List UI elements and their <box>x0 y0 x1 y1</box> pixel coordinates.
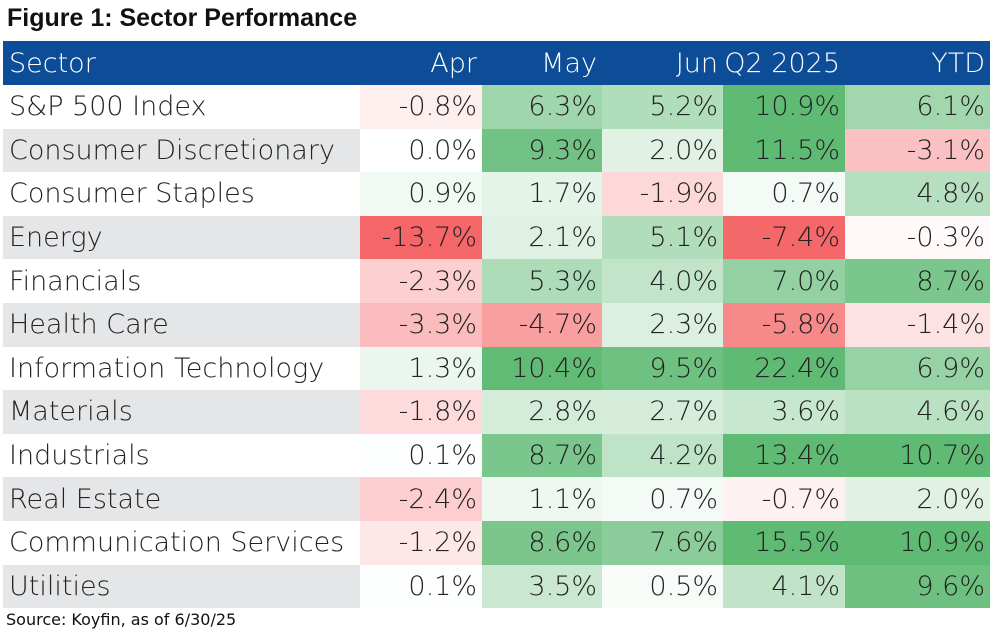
heatmap-cell-may: 1.7% <box>482 172 602 216</box>
table-row: S&P 500 Index -0.8% 6.3% 5.2% 10.9% 6.1% <box>3 85 990 129</box>
heatmap-cell-q2-2025: 22.4% <box>723 346 845 391</box>
column-header-ytd: YTD <box>931 47 985 79</box>
heatmap-cell-may: 6.3% <box>482 85 602 129</box>
heatmap-body: S&P 500 Index -0.8% 6.3% 5.2% 10.9% 6.1% Consu… <box>3 85 990 609</box>
heatmap-cell-jun: 5.2% <box>602 85 723 129</box>
heatmap-cell-ytd: 9.6% <box>845 564 990 609</box>
heatmap-cell-may: 3.5% <box>482 564 602 609</box>
heatmap-cell-may: 8.7% <box>482 433 602 478</box>
heatmap-cell-jun: 7.6% <box>602 520 723 565</box>
heatmap-cell-ytd: 8.7% <box>845 259 990 303</box>
heatmap-cell-apr: -1.2% <box>360 520 482 565</box>
heatmap-cell-apr: 0.1% <box>360 564 482 609</box>
heatmap-cell-q2-2025: 13.4% <box>723 433 845 478</box>
heatmap-cell-apr: -3.3% <box>360 302 482 347</box>
heatmap-cell-ytd: 4.8% <box>845 172 990 216</box>
heatmap-cell-apr: -2.3% <box>360 259 482 303</box>
source-note: Source: Koyfin, as of 6/30/25 <box>6 610 237 629</box>
heatmap-cell-apr: -2.4% <box>360 477 482 521</box>
sector-label: S&P 500 Index <box>3 85 360 129</box>
heatmap-cell-q2-2025: 11.5% <box>723 128 845 173</box>
table-row: Information Technology 1.3% 10.4% 9.5% 22.4%… <box>3 346 990 391</box>
heatmap-cell-jun: 4.0% <box>602 259 723 303</box>
heatmap-cell-ytd: 2.0% <box>845 477 990 521</box>
heatmap-cell-may: 2.1% <box>482 215 602 260</box>
sector-label: Materials <box>3 390 360 434</box>
heatmap-cell-q2-2025: -7.4% <box>723 215 845 260</box>
heatmap-cell-may: 1.1% <box>482 477 602 521</box>
table-row: Health Care -3.3% -4.7% 2.3% -5.8% -1.4% <box>3 302 990 347</box>
heatmap-cell-jun: 4.2% <box>602 433 723 478</box>
heatmap-cell-jun: 2.7% <box>602 390 723 434</box>
heatmap-cell-apr: -1.8% <box>360 390 482 434</box>
heatmap-cell-ytd: 10.7% <box>845 433 990 478</box>
heatmap-cell-ytd: -1.4% <box>845 302 990 347</box>
heatmap-cell-ytd: 6.1% <box>845 85 990 129</box>
heatmap-cell-jun: 2.0% <box>602 128 723 173</box>
table-row: Real Estate -2.4% 1.1% 0.7% -0.7% 2.0% <box>3 477 990 521</box>
heatmap-cell-may: -4.7% <box>482 302 602 347</box>
heatmap-cell-may: 9.3% <box>482 128 602 173</box>
heatmap-cell-ytd: 4.6% <box>845 390 990 434</box>
heatmap-cell-apr: 0.1% <box>360 433 482 478</box>
header-row: Sector Apr May Jun Q2 2025 YTD <box>3 41 990 85</box>
sector-label: Energy <box>3 215 360 260</box>
heatmap-cell-ytd: -0.3% <box>845 215 990 260</box>
sector-label: Financials <box>3 259 360 303</box>
heatmap-cell-may: 10.4% <box>482 346 602 391</box>
heatmap-cell-jun: -1.9% <box>602 172 723 216</box>
table-row: Utilities 0.1% 3.5% 0.5% 4.1% 9.6% <box>3 564 990 609</box>
sector-label: Communication Services <box>3 520 360 565</box>
table-row: Materials -1.8% 2.8% 2.7% 3.6% 4.6% <box>3 390 990 434</box>
heatmap-cell-jun: 2.3% <box>602 302 723 347</box>
heatmap-cell-q2-2025: 4.1% <box>723 564 845 609</box>
table-row: Consumer Discretionary 0.0% 9.3% 2.0% 11.5% -… <box>3 128 990 173</box>
column-header-q2-2025: Q2 2025 <box>724 47 840 79</box>
heatmap-cell-jun: 0.5% <box>602 564 723 609</box>
table-row: Financials -2.3% 5.3% 4.0% 7.0% 8.7% <box>3 259 990 303</box>
heatmap-cell-apr: -0.8% <box>360 85 482 129</box>
table-row: Industrials 0.1% 8.7% 4.2% 13.4% 10.7% <box>3 433 990 478</box>
heatmap-cell-q2-2025: -0.7% <box>723 477 845 521</box>
sector-label: Utilities <box>3 564 360 609</box>
table-row: Communication Services -1.2% 8.6% 7.6% 15.5%… <box>3 520 990 565</box>
column-header-sector: Sector <box>9 47 96 79</box>
heatmap-cell-q2-2025: 10.9% <box>723 85 845 129</box>
heatmap-cell-ytd: 6.9% <box>845 346 990 391</box>
sector-label: Consumer Staples <box>3 172 360 216</box>
heatmap-cell-q2-2025: 7.0% <box>723 259 845 303</box>
heatmap-cell-q2-2025: 15.5% <box>723 520 845 565</box>
heatmap-cell-apr: -13.7% <box>360 215 482 260</box>
heatmap-cell-apr: 1.3% <box>360 346 482 391</box>
heatmap-cell-apr: 0.0% <box>360 128 482 173</box>
table-row: Energy -13.7% 2.1% 5.1% -7.4% -0.3% <box>3 215 990 260</box>
table-row: Consumer Staples 0.9% 1.7% -1.9% 0.7% 4.8% <box>3 172 990 216</box>
heatmap-cell-jun: 0.7% <box>602 477 723 521</box>
heatmap-cell-apr: 0.9% <box>360 172 482 216</box>
heatmap-cell-q2-2025: 0.7% <box>723 172 845 216</box>
figure-title: Figure 1: Sector Performance <box>7 4 358 32</box>
sector-heatmap-table: Sector Apr May Jun Q2 2025 YTD S&P 500 I… <box>3 41 990 609</box>
sector-label: Information Technology <box>3 346 360 391</box>
sector-label: Real Estate <box>3 477 360 521</box>
heatmap-cell-may: 8.6% <box>482 520 602 565</box>
sector-label: Industrials <box>3 433 360 478</box>
heatmap-cell-jun: 5.1% <box>602 215 723 260</box>
heatmap-cell-ytd: 10.9% <box>845 520 990 565</box>
column-header-apr: Apr <box>430 47 477 79</box>
sector-label: Consumer Discretionary <box>3 128 360 173</box>
column-header-may: May <box>541 47 597 79</box>
column-header-jun: Jun <box>675 47 718 79</box>
sector-label: Health Care <box>3 302 360 347</box>
heatmap-cell-ytd: -3.1% <box>845 128 990 173</box>
heatmap-cell-may: 5.3% <box>482 259 602 303</box>
heatmap-cell-may: 2.8% <box>482 390 602 434</box>
heatmap-cell-q2-2025: 3.6% <box>723 390 845 434</box>
heatmap-cell-q2-2025: -5.8% <box>723 302 845 347</box>
heatmap-cell-jun: 9.5% <box>602 346 723 391</box>
